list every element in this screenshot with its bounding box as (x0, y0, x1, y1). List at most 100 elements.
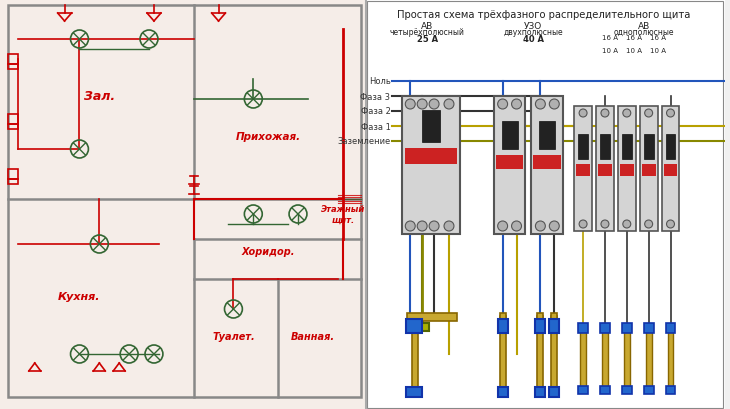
Bar (499, 313, 506, 321)
Bar (620, 164, 634, 177)
Bar (578, 386, 588, 394)
Bar (551, 313, 557, 321)
Text: Фаза 3: Фаза 3 (361, 92, 391, 101)
Bar (666, 323, 675, 333)
Bar (598, 164, 612, 177)
Bar (622, 386, 631, 394)
Circle shape (623, 220, 631, 229)
Bar (600, 323, 610, 333)
Text: однополюсные: однополюсные (613, 28, 674, 37)
Text: АВ: АВ (421, 22, 434, 31)
Bar (498, 387, 507, 397)
Text: Фаза 1: Фаза 1 (361, 122, 391, 131)
Bar (644, 323, 653, 333)
Text: Заземление: Заземление (337, 137, 391, 146)
Bar (0, 0, 366, 409)
Text: Туалет.: Туалет. (212, 331, 255, 341)
Circle shape (645, 110, 653, 118)
Text: Простая схема трёхфазного распределительного щита: Простая схема трёхфазного распределитель… (396, 10, 690, 20)
Bar (499, 316, 506, 394)
Bar (402, 97, 460, 234)
Circle shape (666, 220, 675, 229)
Text: 40 А: 40 А (523, 35, 544, 44)
Text: Хоридор.: Хоридор. (242, 246, 295, 256)
Bar (407, 313, 457, 321)
Text: 10 А: 10 А (626, 48, 642, 54)
Text: двухполюсные: двухполюсные (504, 28, 564, 37)
Bar (415, 323, 429, 331)
Circle shape (444, 100, 454, 110)
Circle shape (418, 100, 427, 110)
Bar (551, 316, 557, 394)
Bar (531, 97, 564, 234)
Bar (666, 135, 675, 160)
Circle shape (666, 110, 675, 118)
Bar (622, 135, 631, 160)
Bar (366, 2, 723, 408)
Circle shape (579, 220, 587, 229)
Circle shape (405, 221, 415, 231)
Bar (576, 164, 590, 177)
Text: 10 А: 10 А (650, 48, 666, 54)
Text: Прихожая.: Прихожая. (236, 132, 301, 142)
Bar (407, 319, 422, 333)
Bar (422, 111, 440, 143)
Bar (498, 319, 507, 333)
Circle shape (549, 100, 559, 110)
Bar (645, 329, 652, 389)
Bar (412, 316, 418, 394)
Circle shape (418, 221, 427, 231)
Bar (549, 319, 559, 333)
Circle shape (429, 100, 439, 110)
Circle shape (498, 100, 507, 110)
Bar (666, 386, 675, 394)
Text: Зал.: Зал. (84, 90, 115, 103)
Bar (496, 155, 523, 170)
Bar (537, 316, 543, 394)
Text: Этажный
щит.: Этажный щит. (320, 205, 365, 224)
Bar (664, 164, 677, 177)
Bar (667, 329, 674, 389)
Bar (578, 135, 588, 160)
Text: УЗО: УЗО (524, 22, 542, 31)
Text: 25 А: 25 А (417, 35, 438, 44)
Bar (580, 329, 586, 389)
Bar (618, 107, 636, 231)
Bar (639, 107, 658, 231)
Bar (8, 125, 18, 130)
Text: АВ: АВ (637, 22, 650, 31)
Bar (622, 323, 631, 333)
Circle shape (601, 220, 609, 229)
Bar (602, 329, 608, 389)
Circle shape (444, 221, 454, 231)
Circle shape (535, 221, 545, 231)
Bar (624, 329, 630, 389)
Text: Кухня.: Кухня. (58, 291, 101, 301)
Circle shape (579, 110, 587, 118)
Bar (534, 155, 561, 170)
Circle shape (512, 100, 521, 110)
Bar (578, 323, 588, 333)
Circle shape (535, 100, 545, 110)
Circle shape (429, 221, 439, 231)
Circle shape (512, 221, 521, 231)
Bar (600, 135, 610, 160)
Bar (596, 107, 614, 231)
Text: четырёхполюсный: четырёхполюсный (390, 28, 464, 37)
Bar (502, 122, 518, 150)
Circle shape (601, 110, 609, 118)
Circle shape (549, 221, 559, 231)
Text: 16 А: 16 А (602, 35, 618, 41)
Bar (535, 319, 545, 333)
Bar (539, 122, 556, 150)
Bar (575, 107, 592, 231)
Bar (535, 387, 545, 397)
Bar (405, 148, 457, 164)
Bar (493, 97, 526, 234)
Text: Ноль: Ноль (369, 77, 391, 86)
Circle shape (405, 100, 415, 110)
Bar (644, 386, 653, 394)
Text: 10 А: 10 А (602, 48, 618, 54)
Bar (8, 55, 18, 65)
Text: Ванная.: Ванная. (291, 331, 335, 341)
